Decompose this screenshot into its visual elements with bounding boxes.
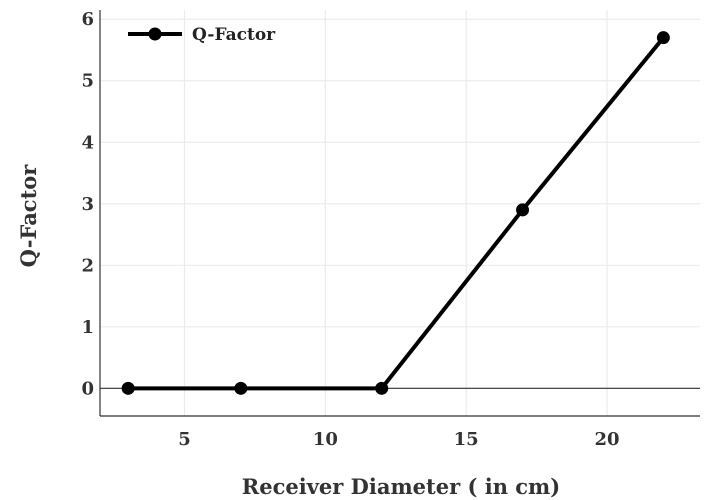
series-line — [128, 36, 665, 391]
y-tick-label: 2 — [81, 255, 94, 276]
data-point — [516, 203, 530, 217]
data-point — [121, 381, 135, 395]
series — [121, 31, 670, 395]
data-point — [375, 381, 389, 395]
y-tick-label: 0 — [81, 378, 94, 399]
legend-label: Q-Factor — [192, 25, 276, 45]
y-tick-label: 5 — [81, 71, 94, 92]
legend: Q-Factor — [128, 25, 276, 45]
x-tick-label: 10 — [313, 429, 338, 450]
y-tick-label: 4 — [81, 132, 94, 153]
x-tick-label: 15 — [454, 429, 479, 450]
grid — [100, 10, 700, 416]
y-tick-labels: 0 1 2 3 4 5 6 — [81, 9, 94, 399]
y-tick-label: 1 — [81, 317, 94, 338]
x-tick-labels: 5 10 15 20 — [178, 429, 619, 450]
data-point — [656, 31, 670, 45]
x-tick-label: 5 — [178, 429, 191, 450]
legend-swatch-marker — [148, 27, 162, 41]
data-point — [234, 381, 248, 395]
x-tick-label: 20 — [595, 429, 620, 450]
y-tick-label: 6 — [81, 9, 94, 30]
y-tick-label: 3 — [81, 194, 94, 215]
y-axis-title: Q-Factor — [16, 164, 41, 268]
x-axis-title: Receiver Diameter ( in cm) — [242, 474, 560, 499]
